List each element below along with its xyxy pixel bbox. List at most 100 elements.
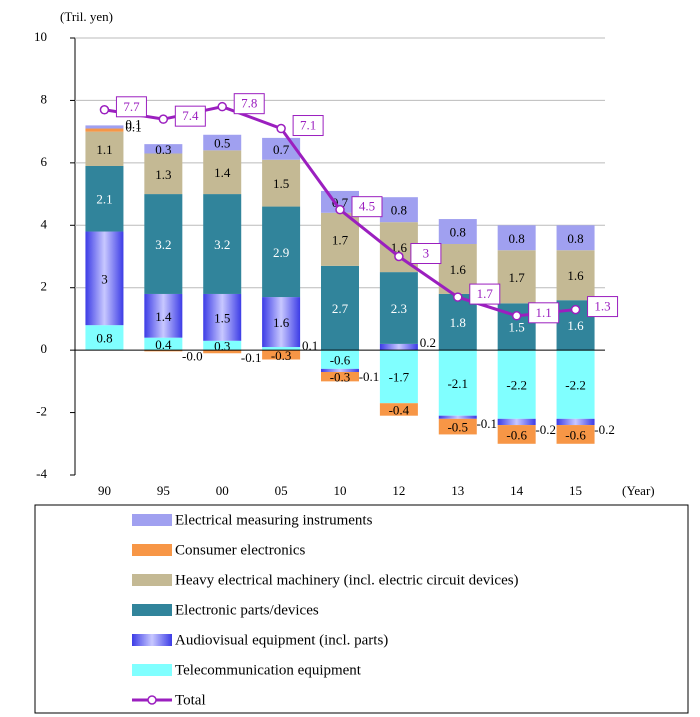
total-label-box [469, 283, 501, 305]
y-tick-label: 2 [41, 279, 48, 294]
x-tick-label: 00 [216, 483, 229, 498]
bar-segment [203, 150, 242, 195]
data-label: 0.1 [302, 338, 318, 353]
bar-segment [556, 350, 595, 419]
total-label-box [410, 243, 442, 264]
data-label: 2.7 [332, 301, 349, 316]
bar-segment [144, 144, 183, 154]
bar-segment [262, 347, 301, 351]
data-label: -0.3 [271, 348, 292, 363]
bar-segment [497, 425, 536, 444]
bar-segment [262, 350, 301, 360]
bar-segment [262, 159, 301, 207]
bar-segment [438, 415, 477, 419]
data-label: 1.1 [96, 142, 112, 157]
bar-segment [321, 350, 359, 369]
y-tick-label: 10 [34, 29, 47, 44]
bar-segment [203, 293, 242, 341]
legend-swatch [132, 544, 172, 556]
bar-segment [144, 293, 183, 338]
total-label-box [233, 93, 265, 115]
bar-segment [85, 165, 124, 232]
data-label: 0.8 [96, 331, 112, 346]
data-label: 0.1 [125, 116, 141, 131]
total-marker [511, 311, 522, 321]
data-label: -2.2 [506, 377, 527, 392]
data-label: 0.8 [509, 231, 525, 246]
legend-swatch [132, 634, 172, 646]
data-label: 1.4 [155, 309, 172, 324]
legend-label: Electronic parts/devices [175, 602, 319, 618]
legend-label: Consumer electronics [175, 542, 306, 558]
x-tick-label: 95 [157, 483, 170, 498]
total-label: 7.4 [182, 108, 199, 123]
y-tick-label: 4 [41, 216, 48, 231]
data-label: 0.8 [567, 231, 583, 246]
data-label: -0.1 [476, 416, 497, 431]
bar-segment [262, 206, 301, 298]
bar-segment [379, 197, 418, 223]
data-label: 1.5 [273, 176, 289, 191]
legend-label: Total [175, 692, 206, 708]
data-label: 1.6 [450, 262, 467, 277]
total-marker [570, 304, 581, 315]
data-label: 0.8 [450, 225, 466, 240]
data-label: 1.6 [567, 318, 584, 333]
data-label: 1.7 [332, 232, 349, 247]
total-label-box [292, 115, 324, 137]
x-tick-label: 05 [275, 483, 288, 498]
bar-segment [379, 403, 418, 416]
total-label: 7.1 [300, 118, 316, 133]
bar-segment [203, 134, 242, 151]
data-label: -2.1 [447, 376, 468, 391]
data-label: -0.2 [594, 422, 615, 437]
legend-swatch [132, 604, 172, 616]
legend-marker [147, 695, 157, 705]
data-label: 1.4 [214, 165, 231, 180]
x-tick-label: 15 [569, 483, 582, 498]
total-label: 3 [423, 245, 430, 260]
data-label: 0.3 [155, 142, 171, 157]
data-label: 3.2 [155, 237, 171, 252]
data-label: -0.6 [506, 427, 527, 442]
bar-segment [497, 350, 536, 419]
data-label: -1.7 [389, 370, 410, 385]
data-label: 0.1 [125, 120, 141, 135]
bar-segment [85, 325, 124, 351]
data-label: 1.5 [509, 320, 525, 335]
data-label: 1.5 [214, 310, 230, 325]
y-tick-label: 6 [41, 154, 48, 169]
data-label: -0.6 [330, 352, 351, 367]
total-label-box [115, 96, 147, 118]
bar-segment [144, 194, 183, 294]
data-label: 0.3 [214, 338, 230, 353]
data-label: 2.1 [96, 192, 112, 207]
bar-segment [379, 272, 418, 344]
bar-segment [321, 371, 359, 382]
bar-segment [556, 418, 595, 426]
data-label: -0.4 [389, 402, 410, 417]
bar-segment [379, 343, 418, 351]
total-label-box [587, 296, 619, 318]
total-label-box [174, 105, 206, 127]
bar-segment [438, 350, 477, 416]
bar-segment [438, 219, 477, 245]
data-label: 1.6 [391, 240, 408, 255]
data-label: 1.7 [509, 270, 526, 285]
bar-segment [262, 297, 301, 348]
x-tick-label: 12 [392, 483, 405, 498]
bar-segment [144, 350, 183, 352]
data-label: 0.5 [214, 136, 230, 151]
bar-segment [556, 425, 595, 444]
total-label-box [528, 302, 560, 324]
x-tick-label: 13 [451, 483, 464, 498]
data-label: -0.5 [447, 420, 468, 435]
data-label: 1.3 [155, 167, 171, 182]
bar-segment [497, 250, 536, 304]
bar-segment [85, 131, 124, 166]
bar-segment [321, 265, 359, 351]
y-tick-label: 0 [41, 341, 48, 356]
legend-swatch [132, 574, 172, 586]
bar-segment [379, 350, 418, 404]
legend-label: Electrical measuring instruments [175, 512, 373, 528]
